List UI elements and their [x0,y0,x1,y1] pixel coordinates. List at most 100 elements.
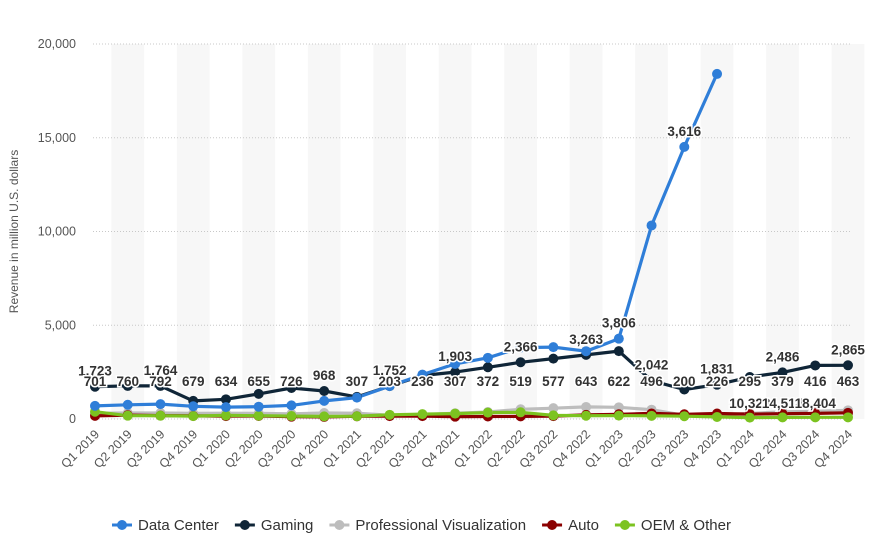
data-point-series-0 [220,402,231,413]
data-point-series-4 [581,410,592,421]
data-point-series-1 [613,346,624,357]
data-point-series-1 [450,367,461,378]
data-point-series-0 [712,68,723,79]
y-tick-label: 10,000 [38,225,76,239]
data-point-series-4 [450,408,461,419]
data-point-series-4 [351,411,362,422]
series-line-1 [93,349,850,403]
data-label: 726 [280,374,303,389]
y-tick-label: 0 [69,412,76,426]
data-point-series-1 [90,381,100,392]
data-point-series-0 [482,352,493,363]
data-point-series-0 [679,141,690,152]
data-point-series-4 [613,410,624,421]
data-point-series-0 [384,381,395,392]
legend-swatch-marker [547,520,558,530]
data-point-series-4 [417,409,428,420]
data-label: 2,042 [635,358,669,373]
data-point-series-1 [810,360,821,371]
legend-label: Professional Visualization [355,517,526,534]
data-label: 416 [804,374,827,389]
data-point-series-4 [744,412,755,423]
data-point-series-0 [253,401,264,412]
data-label: 3,263 [569,332,603,347]
data-label: 1,831 [700,362,734,377]
data-point-series-1 [777,367,788,378]
data-point-series-0 [351,392,362,403]
data-point-series-1 [515,357,526,368]
data-point-series-2 [581,401,592,412]
legend-swatch-marker [117,520,127,530]
data-point-series-1 [319,386,330,397]
data-point-series-1 [548,353,559,364]
data-labels: 1,723 1,764 968 1,752 1,903 2,366 3,263 2,042 1,… [77,122,867,412]
data-point-series-1 [482,362,493,373]
data-label: 203 [378,374,401,389]
legend-swatch-marker [619,520,630,530]
data-point-series-4 [286,411,297,422]
data-point-series-4 [843,412,853,423]
data-point-series-1 [646,375,657,386]
data-label: 3,806 [602,316,636,331]
data-point-series-1 [155,380,166,391]
data-point-series-1 [679,384,690,395]
y-axis-label: Revenue in million U.S. dollars [7,150,21,313]
data-label: 634 [215,374,238,389]
data-label: 701 [84,374,107,389]
data-point-series-0 [188,401,199,412]
data-point-series-1 [843,360,853,371]
data-label: 236 [411,374,434,389]
y-tick-label: 15,000 [38,131,76,145]
data-point-series-4 [220,410,231,421]
data-point-series-0 [450,358,461,369]
gridlines [93,43,850,420]
data-label: 643 [575,374,598,389]
data-point-series-0 [90,400,100,411]
series-line-4 [93,410,850,420]
series-line-0 [93,72,719,409]
legend-label: Data Center [138,517,219,534]
data-point-series-4 [777,412,788,423]
data-point-series-1 [253,388,264,399]
data-point-series-4 [188,411,199,422]
data-point-series-0 [613,333,624,344]
data-label: 463 [837,374,860,389]
data-point-series-4 [810,412,821,423]
data-point-series-2 [613,402,624,413]
data-point-series-1 [286,382,297,393]
data-point-series-4 [515,407,526,418]
legend: Data Center Gaming Professional Visualizat… [112,517,731,534]
data-point-series-0 [417,369,428,380]
y-tick-label: 20,000 [38,37,76,51]
data-point-series-0 [581,346,592,357]
legend-swatch-marker [239,520,250,530]
data-point-series-0 [515,342,526,353]
data-label: 379 [771,374,794,389]
data-point-series-4 [384,409,395,420]
data-label: 622 [608,374,631,389]
legend-label: Gaming [261,517,314,534]
data-point-series-4 [679,411,690,422]
data-point-series-1 [122,380,133,391]
data-label: 14,514 [762,396,804,411]
data-label: 2,366 [504,339,538,354]
legend-swatch-marker [334,520,345,530]
data-label: 307 [346,374,369,389]
y-axis-ticks: 0 5,000 10,000 15,000 20,000 [38,37,76,426]
data-point-series-4 [646,410,657,421]
data-label: 226 [706,374,729,389]
data-label: 295 [739,374,762,389]
data-label: 372 [477,374,500,389]
data-point-series-0 [646,220,657,231]
data-label: 10,323 [729,396,771,411]
data-label: 792 [149,374,172,389]
data-point-series-0 [548,342,559,353]
data-point-series-0 [122,399,133,410]
data-point-series-0 [155,399,166,410]
data-point-series-4 [548,410,559,421]
data-label: 1,903 [438,349,472,364]
data-label: 1,752 [373,363,407,378]
